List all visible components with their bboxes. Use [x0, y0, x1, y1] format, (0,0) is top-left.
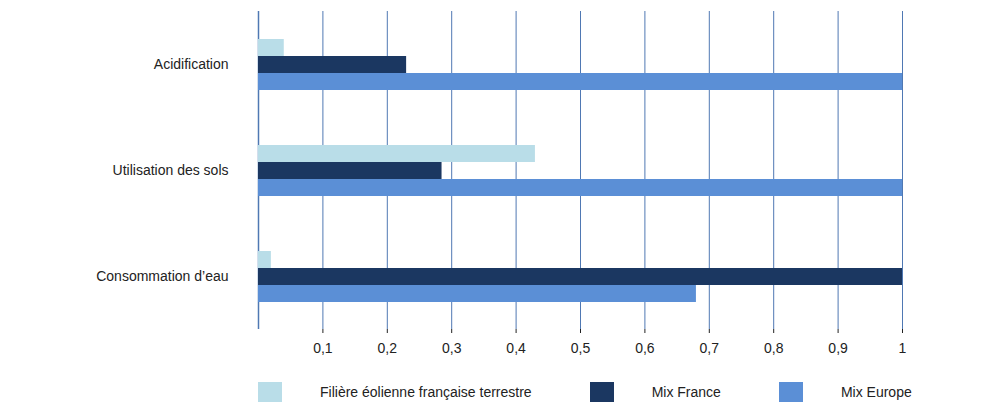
svg-text:Consommation d’eau: Consommation d’eau: [96, 268, 228, 284]
svg-text:Utilisation des sols: Utilisation des sols: [113, 162, 229, 178]
svg-text:1: 1: [899, 340, 907, 356]
html-text:Filière éolienne française ter: Filière éolienne française terrestre: [320, 384, 532, 400]
svg-text:0,3: 0,3: [442, 340, 462, 356]
svg-text:Acidification: Acidification: [154, 56, 229, 72]
svg-text:0,2: 0,2: [378, 340, 398, 356]
svg-text:0,1: 0,1: [313, 340, 333, 356]
html-text:Mix France: Mix France: [651, 384, 721, 400]
svg-text:0,7: 0,7: [700, 340, 720, 356]
svg-text:0,6: 0,6: [635, 340, 655, 356]
html-text:Mix Europe: Mix Europe: [840, 384, 912, 400]
svg-text:0,4: 0,4: [506, 340, 526, 356]
svg-text:0,8: 0,8: [764, 340, 784, 356]
svg-text:0,9: 0,9: [828, 340, 848, 356]
svg-text:0,5: 0,5: [571, 340, 591, 356]
